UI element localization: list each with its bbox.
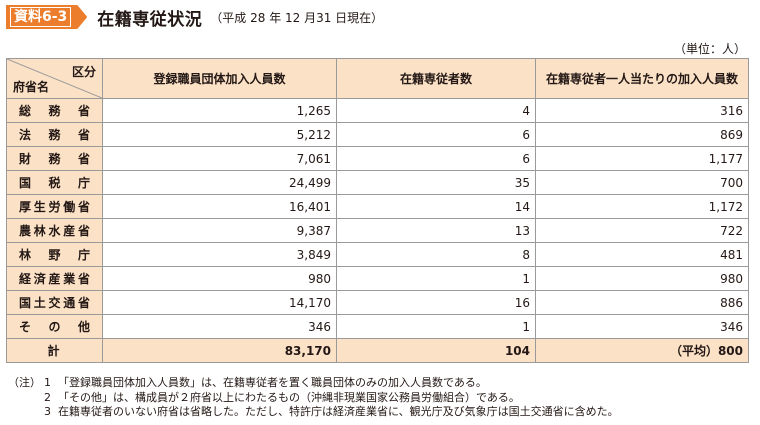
table-row: 国土交通省 14,170 16 886 (6, 290, 749, 315)
table-row: その他 346 1 346 (6, 314, 749, 339)
footnote-lead: （注） (8, 376, 41, 389)
members-per-officer: 316 (535, 98, 749, 123)
table-row: 財務省 7,061 6 1,177 (6, 146, 749, 171)
ministry-name: 国税庁 (6, 170, 103, 195)
table-row: 経済産業省 980 1 980 (6, 266, 749, 291)
ministry-name: 総務省 (6, 98, 103, 123)
footnote-index: 1 (44, 376, 51, 389)
ministry-name: その他 (6, 314, 103, 339)
corner-diagonal (7, 59, 102, 98)
members-count: 14,170 (102, 290, 337, 315)
members-per-officer: 1,177 (535, 146, 749, 171)
footnote-text: 「その他」は、構成員が２府省以上にわたるもの（沖縄非現業国家公務員労働組合）であ… (58, 390, 520, 404)
total-members: 83,170 (102, 338, 337, 363)
column-header-officers: 在籍専従者数 (336, 58, 536, 99)
header: 資料6-3 在籍専従状況 （平成 28 年 12 月31 日現在） (6, 4, 383, 30)
corner-label-category: 区分 (71, 65, 96, 79)
table-row: 農林水産省 9,387 13 722 (6, 218, 749, 243)
members-count: 24,499 (102, 170, 337, 195)
members-count: 1,265 (102, 98, 337, 123)
officers-count: 6 (336, 146, 536, 171)
table-row: 法務省 5,212 6 869 (6, 122, 749, 147)
officers-count: 13 (336, 218, 536, 243)
table-body: 総務省 1,265 4 316 法務省 5,212 6 869 財務省 7,061 6 1,177 国税… (6, 98, 749, 339)
footnote-index: 3 (44, 405, 51, 418)
total-per-officer: （平均）800 (535, 338, 749, 363)
total-officers: 104 (336, 338, 536, 363)
unit-label: （単位：人） (673, 42, 746, 56)
officers-count: 1 (336, 314, 536, 339)
ministry-name: 法務省 (6, 122, 103, 147)
officers-count: 4 (336, 98, 536, 123)
footnote: 3 在籍専従者のいない府省は省略した。ただし、特許庁は経済産業省に、観光庁及び気… (8, 405, 619, 420)
column-header-members: 登録職員団体加入人員数 (102, 58, 337, 99)
officers-count: 14 (336, 194, 536, 219)
members-count: 16,401 (102, 194, 337, 219)
members-count: 5,212 (102, 122, 337, 147)
page-title: 在籍専従状況 (97, 9, 203, 30)
members-count: 346 (102, 314, 337, 339)
officers-count: 8 (336, 242, 536, 267)
footnotes: （注） 1 「登録職員団体加入人員数」は、在籍専従者を置く職員団体のみの加入人員… (8, 376, 619, 420)
ministry-name: 厚生労働省 (6, 194, 103, 219)
document-badge: 資料6-3 (6, 5, 87, 29)
page-subtitle: （平成 28 年 12 月31 日現在） (210, 10, 384, 25)
ministry-name: 国土交通省 (6, 290, 103, 315)
members-per-officer: 869 (535, 122, 749, 147)
table-total-row: 計 83,170 104 （平均）800 (6, 338, 749, 363)
members-per-officer: 700 (535, 170, 749, 195)
members-per-officer: 722 (535, 218, 749, 243)
total-label: 計 (6, 338, 103, 363)
officers-count: 1 (336, 266, 536, 291)
members-count: 7,061 (102, 146, 337, 171)
officers-count: 16 (336, 290, 536, 315)
officers-count: 35 (336, 170, 536, 195)
ministry-name: 経済産業省 (6, 266, 103, 291)
members-per-officer: 980 (535, 266, 749, 291)
corner-label-ministry: 府省名 (13, 80, 50, 94)
footnote: （注） 1 「登録職員団体加入人員数」は、在籍専従者を置く職員団体のみの加入人員… (8, 376, 619, 391)
table-row: 総務省 1,265 4 316 (6, 98, 749, 123)
members-count: 3,849 (102, 242, 337, 267)
members-per-officer: 481 (535, 242, 749, 267)
officers-count: 6 (336, 122, 536, 147)
members-per-officer: 886 (535, 290, 749, 315)
members-count: 980 (102, 266, 337, 291)
footnote-text: 「登録職員団体加入人員数」は、在籍専従者を置く職員団体のみの加入人員数である。 (58, 376, 487, 389)
table-row: 林野庁 3,849 8 481 (6, 242, 749, 267)
ministry-name: 農林水産省 (6, 218, 103, 243)
footnote-text: 在籍専従者のいない府省は省略した。ただし、特許庁は経済産業省に、観光庁及び気象庁… (58, 405, 619, 418)
corner-header: 区分 府省名 (6, 58, 103, 99)
members-count: 9,387 (102, 218, 337, 243)
table-row: 厚生労働省 16,401 14 1,172 (6, 194, 749, 219)
table-header-row: 区分 府省名 登録職員団体加入人員数 在籍専従者数 在籍専従者一人当たりの加入人… (6, 58, 749, 99)
data-table: 区分 府省名 登録職員団体加入人員数 在籍専従者数 在籍専従者一人当たりの加入人… (6, 58, 749, 363)
ministry-name: 林野庁 (6, 242, 103, 267)
members-per-officer: 1,172 (535, 194, 749, 219)
badge-label: 資料6-3 (10, 7, 71, 27)
members-per-officer: 346 (535, 314, 749, 339)
footnote: 2 「その他」は、構成員が２府省以上にわたるもの（沖縄非現業国家公務員労働組合）… (8, 391, 619, 406)
footnote-index: 2 (44, 390, 51, 404)
ministry-name: 財務省 (6, 146, 103, 171)
column-header-per-officer: 在籍専従者一人当たりの加入人員数 (535, 58, 749, 99)
table-row: 国税庁 24,499 35 700 (6, 170, 749, 195)
